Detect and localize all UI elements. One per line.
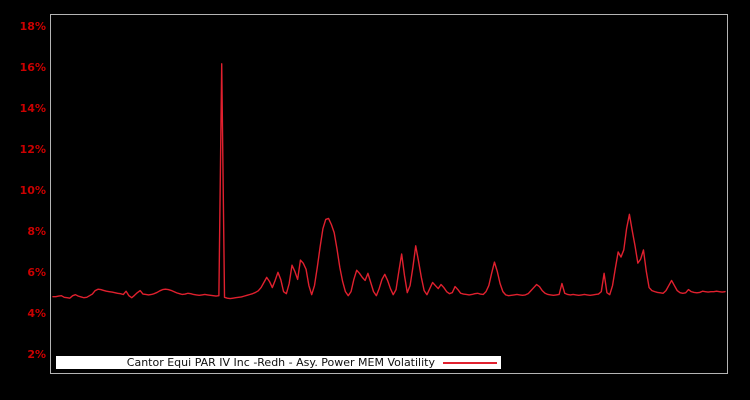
series-polyline — [52, 63, 726, 300]
chart-legend: Cantor Equi PAR IV Inc -Redh - Asy. Powe… — [55, 355, 502, 370]
y-axis-tick-label: 8% — [27, 224, 46, 238]
legend-line-swatch — [443, 357, 497, 368]
y-axis-tick-label: 12% — [19, 143, 46, 156]
y-axis-tick-label: 16% — [19, 61, 46, 75]
y-axis-tick-label: 14% — [19, 102, 46, 116]
y-axis-tick-label: 10% — [19, 183, 46, 197]
y-axis-tick-label: 4% — [27, 306, 46, 320]
plot-area — [50, 14, 728, 374]
y-axis-tick-label: 2% — [27, 347, 46, 361]
y-axis-tick-label: 18% — [19, 20, 46, 34]
y-axis: 18% 16% 14% 12% 10% 8% 6% 4% 2% — [0, 0, 46, 400]
legend-label: Cantor Equi PAR IV Inc -Redh - Asy. Powe… — [126, 355, 435, 369]
y-axis-tick-label: 6% — [27, 265, 46, 279]
series-line-volatility — [52, 63, 726, 300]
